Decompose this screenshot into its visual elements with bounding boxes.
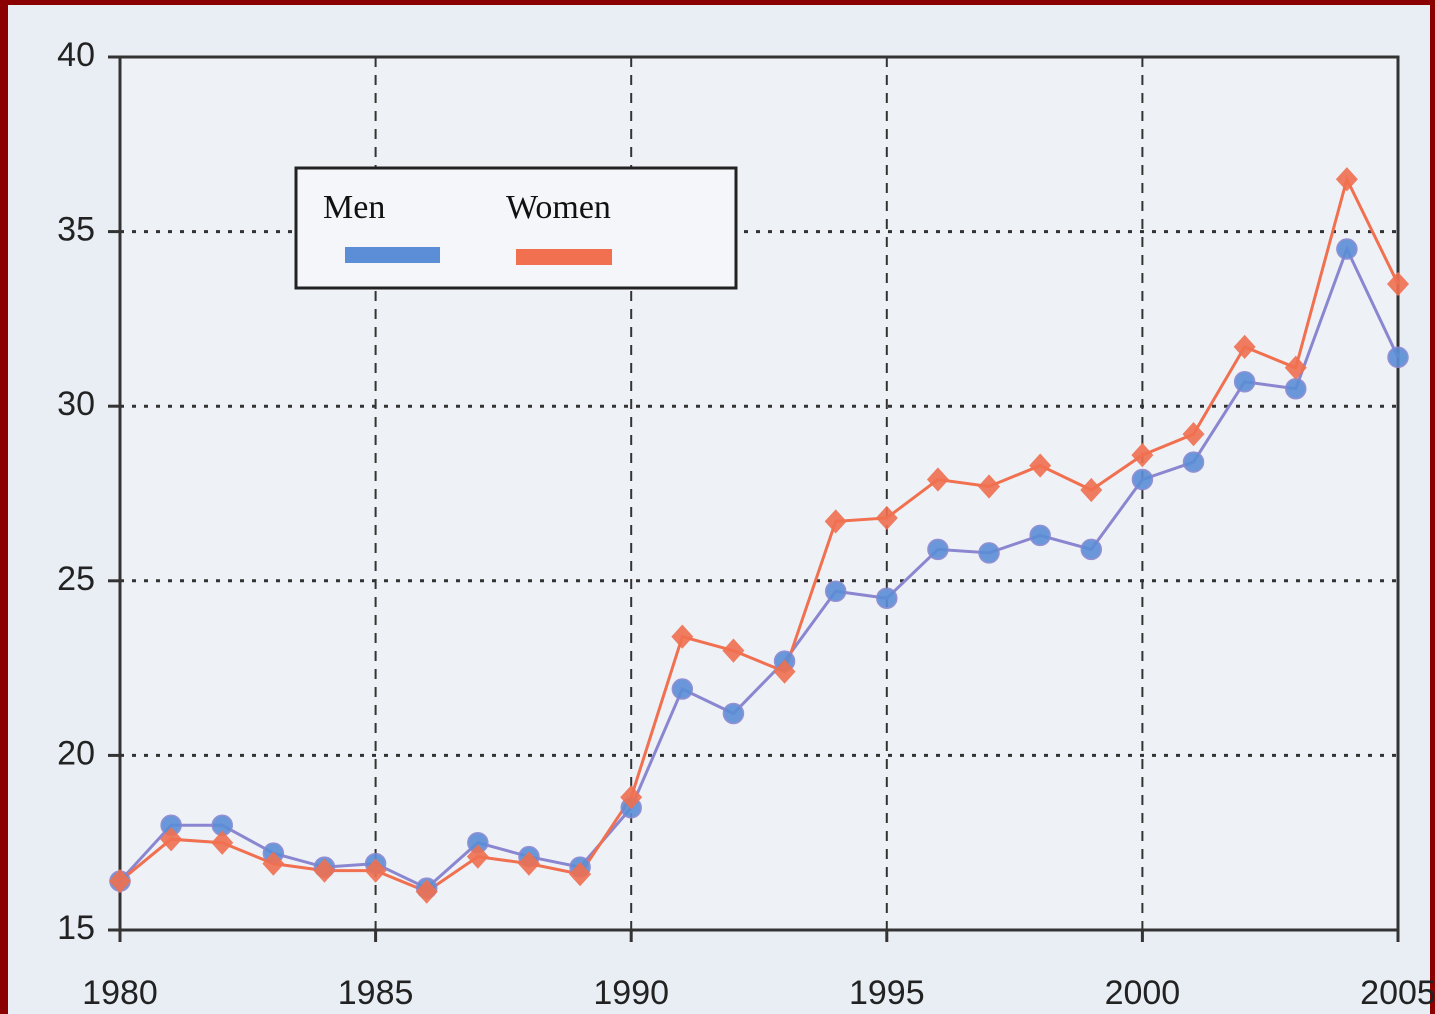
marker bbox=[517, 851, 540, 876]
x-tick-label: 2000 bbox=[1105, 974, 1181, 1012]
marker bbox=[108, 868, 132, 894]
legend-label: Women bbox=[506, 189, 611, 226]
marker bbox=[160, 827, 183, 852]
marker bbox=[620, 785, 643, 810]
y-tick-label: 15 bbox=[57, 909, 95, 947]
grid bbox=[108, 55, 1400, 942]
marker bbox=[466, 844, 489, 869]
marker bbox=[1029, 524, 1051, 547]
marker bbox=[1080, 477, 1103, 503]
legend-swatch bbox=[345, 247, 440, 263]
marker bbox=[978, 474, 1001, 499]
marker bbox=[1131, 468, 1154, 491]
marker bbox=[926, 467, 949, 492]
marker bbox=[722, 638, 745, 663]
marker bbox=[364, 858, 387, 883]
y-tick-label: 35 bbox=[57, 211, 95, 249]
y-tick-label: 30 bbox=[57, 385, 95, 423]
marker bbox=[1284, 355, 1307, 380]
marker bbox=[1080, 538, 1103, 561]
marker bbox=[876, 587, 898, 610]
marker bbox=[671, 624, 694, 649]
marker bbox=[824, 580, 847, 603]
legend: Men Women bbox=[294, 166, 738, 290]
x-tick-label: 1985 bbox=[338, 974, 414, 1012]
y-tick-label: 20 bbox=[57, 734, 95, 772]
y-tick-label: 25 bbox=[57, 560, 95, 598]
marker bbox=[1233, 371, 1256, 393]
marker bbox=[569, 862, 592, 887]
marker bbox=[927, 538, 949, 561]
marker bbox=[1285, 377, 1307, 400]
marker bbox=[211, 830, 234, 855]
marker bbox=[1131, 442, 1154, 468]
marker bbox=[1029, 453, 1052, 478]
marker bbox=[415, 879, 438, 904]
marker bbox=[1387, 346, 1409, 369]
marker bbox=[313, 858, 336, 883]
marker bbox=[1182, 451, 1205, 473]
marker bbox=[978, 542, 1000, 564]
marker bbox=[773, 659, 796, 684]
x-tick-label: 2005 bbox=[1360, 974, 1435, 1012]
x-tick-label: 1980 bbox=[82, 974, 158, 1012]
legend-box bbox=[294, 166, 738, 290]
x-tick-label: 1990 bbox=[593, 974, 669, 1012]
marker bbox=[1233, 334, 1256, 359]
lines bbox=[108, 167, 1410, 904]
marker bbox=[671, 678, 694, 700]
marker bbox=[262, 851, 285, 876]
marker bbox=[1335, 167, 1358, 192]
legend-swatch bbox=[516, 249, 612, 265]
y-tick-label: 40 bbox=[57, 36, 95, 74]
marker bbox=[1386, 271, 1410, 297]
legend-label: Men bbox=[323, 189, 385, 226]
marker bbox=[875, 505, 898, 531]
marker bbox=[722, 702, 745, 725]
x-tick-label: 1995 bbox=[849, 974, 925, 1012]
marker bbox=[1336, 238, 1358, 260]
marker bbox=[1182, 422, 1205, 447]
marker bbox=[824, 509, 847, 534]
